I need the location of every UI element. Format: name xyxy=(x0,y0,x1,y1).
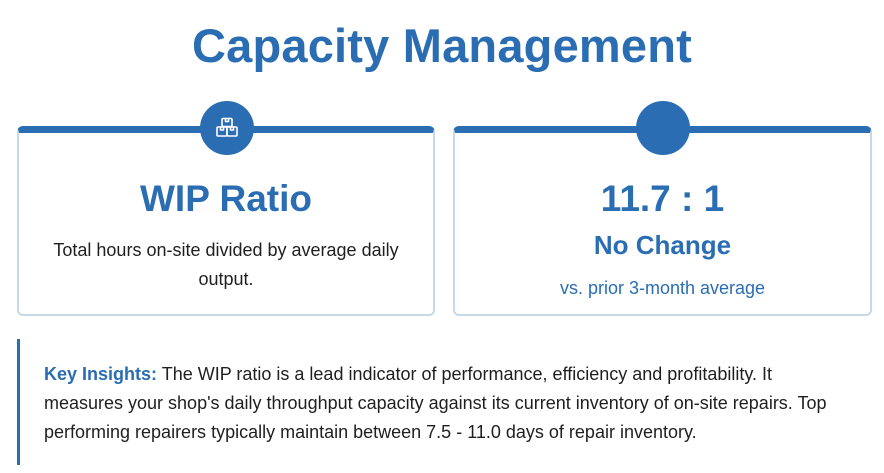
ratio-value: 11.7 : 1 xyxy=(600,178,725,219)
wip-badge xyxy=(200,101,254,155)
ratio-comparison-text: vs. prior 3-month average xyxy=(559,278,766,298)
boxes-icon xyxy=(216,117,238,137)
ratio-badge xyxy=(636,101,690,155)
key-insights-separator: : xyxy=(151,364,158,384)
key-insights-text: The WIP ratio is a lead indicator of per… xyxy=(44,364,827,442)
page-title: Capacity Management xyxy=(191,19,693,72)
wip-ratio-title: WIP Ratio xyxy=(140,178,312,219)
key-insights-panel: Key Insights: The WIP ratio is a lead in… xyxy=(17,339,862,465)
key-insights-label: Key Insights: xyxy=(44,364,157,384)
ratio-value-card: 11.7 : 1 No Change vs. prior 3-month ave… xyxy=(453,101,872,316)
ratio-change-status: No Change xyxy=(593,230,732,260)
wip-ratio-description: Total hours on-site divided by average d… xyxy=(53,240,399,289)
wip-ratio-card: WIP Ratio Total hours on-site divided by… xyxy=(17,101,435,316)
key-insights-label-text: Key Insights xyxy=(44,364,152,384)
